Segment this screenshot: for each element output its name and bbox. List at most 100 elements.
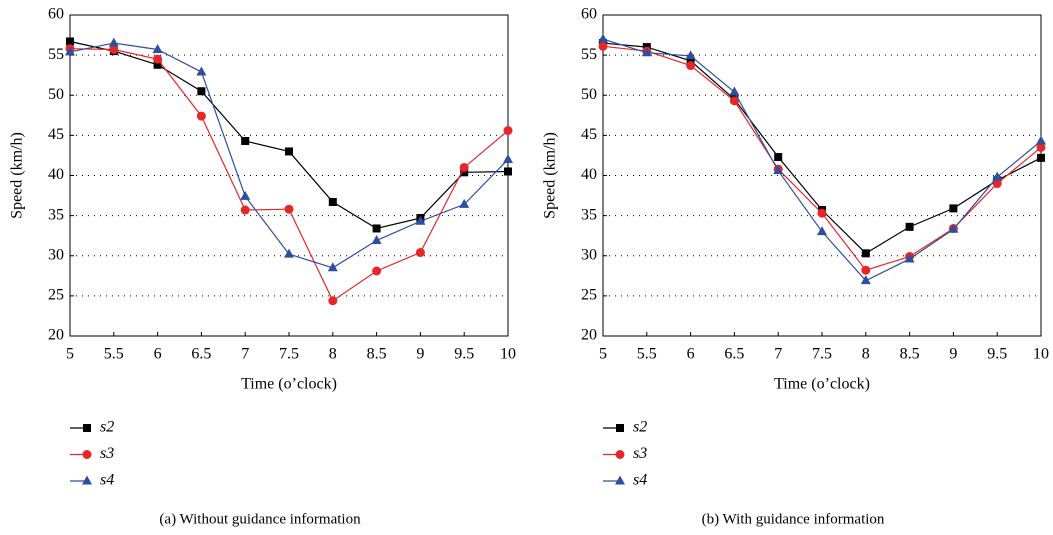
marker bbox=[153, 54, 163, 64]
y-axis-label: Speed (km/h) bbox=[9, 132, 26, 219]
marker bbox=[459, 198, 470, 208]
x-tick-label: 9.5 bbox=[987, 346, 1007, 363]
marker bbox=[108, 37, 119, 47]
legend-marker bbox=[83, 424, 91, 432]
y-tick-label: 25 bbox=[48, 287, 64, 304]
legend-label: s3 bbox=[100, 445, 114, 462]
marker bbox=[773, 165, 784, 175]
x-tick-label: 10 bbox=[500, 346, 516, 363]
y-tick-label: 30 bbox=[581, 246, 597, 263]
x-axis-label: Time (o’clock) bbox=[774, 376, 870, 393]
legend-label: s3 bbox=[633, 445, 647, 462]
marker bbox=[641, 47, 652, 57]
series-line bbox=[602, 45, 1042, 271]
legend-marker bbox=[616, 424, 624, 432]
x-tick-label: 10 bbox=[1033, 346, 1049, 363]
marker bbox=[1037, 153, 1045, 162]
x-tick-label: 5 bbox=[599, 346, 607, 363]
y-tick-label: 30 bbox=[48, 246, 64, 263]
legend-marker bbox=[615, 475, 625, 485]
marker bbox=[285, 147, 293, 156]
y-tick-label: 40 bbox=[48, 166, 64, 183]
x-tick-label: 8 bbox=[862, 346, 870, 363]
series-line bbox=[69, 48, 509, 302]
marker bbox=[415, 248, 425, 258]
marker bbox=[992, 171, 1003, 181]
plot-frame bbox=[69, 14, 509, 337]
marker bbox=[817, 208, 827, 218]
marker bbox=[328, 296, 338, 306]
y-tick-label: 45 bbox=[581, 126, 597, 143]
caption: (b) With guidance information bbox=[702, 511, 885, 527]
legend-marker bbox=[82, 450, 92, 459]
legend-marker bbox=[82, 475, 92, 485]
legend-label: s2 bbox=[633, 419, 647, 436]
x-tick-label: 8 bbox=[329, 346, 337, 363]
marker bbox=[598, 41, 608, 51]
x-tick-label: 8.5 bbox=[900, 346, 920, 363]
y-tick-label: 50 bbox=[48, 86, 64, 103]
x-tick-label: 9.5 bbox=[454, 346, 474, 363]
marker bbox=[905, 222, 914, 231]
marker bbox=[685, 50, 696, 60]
marker bbox=[153, 60, 162, 69]
legend-marker bbox=[615, 450, 625, 459]
marker bbox=[327, 262, 338, 272]
x-axis-label: Time (o’clock) bbox=[241, 376, 337, 393]
marker bbox=[729, 96, 739, 106]
marker bbox=[860, 275, 871, 285]
marker bbox=[817, 226, 827, 236]
marker bbox=[729, 86, 740, 96]
marker bbox=[503, 153, 513, 163]
marker bbox=[328, 197, 337, 206]
y-tick-label: 60 bbox=[581, 6, 597, 23]
y-tick-label: 50 bbox=[581, 86, 597, 103]
x-tick-label: 6 bbox=[687, 346, 695, 363]
series-line bbox=[69, 42, 509, 269]
x-tick-label: 7.5 bbox=[812, 346, 832, 363]
marker bbox=[372, 266, 382, 276]
marker bbox=[240, 190, 251, 200]
marker bbox=[948, 223, 959, 233]
marker bbox=[372, 224, 381, 233]
marker bbox=[284, 248, 294, 258]
marker bbox=[949, 204, 958, 213]
y-tick-label: 55 bbox=[48, 46, 64, 63]
marker bbox=[1036, 142, 1046, 152]
marker bbox=[66, 37, 74, 46]
marker bbox=[1036, 135, 1046, 145]
marker bbox=[284, 204, 294, 214]
marker bbox=[196, 111, 206, 121]
marker bbox=[197, 87, 206, 96]
marker bbox=[241, 136, 250, 145]
marker bbox=[152, 44, 163, 54]
y-tick-label: 40 bbox=[581, 166, 597, 183]
x-tick-label: 7 bbox=[241, 346, 249, 363]
caption: (a) Without guidance information bbox=[159, 511, 361, 527]
plot-frame bbox=[602, 14, 1042, 337]
legend-label: s2 bbox=[100, 419, 114, 436]
x-tick-label: 5.5 bbox=[637, 346, 657, 363]
marker bbox=[504, 167, 512, 176]
y-tick-label: 25 bbox=[581, 287, 597, 304]
x-tick-label: 6.5 bbox=[191, 346, 211, 363]
marker bbox=[460, 168, 469, 177]
marker bbox=[459, 162, 469, 172]
x-tick-label: 5 bbox=[66, 346, 74, 363]
x-tick-label: 7 bbox=[774, 346, 782, 363]
marker bbox=[196, 66, 207, 76]
y-tick-label: 55 bbox=[581, 46, 597, 63]
x-tick-label: 8.5 bbox=[367, 346, 387, 363]
legend-label: s4 bbox=[100, 472, 114, 489]
marker bbox=[109, 45, 119, 55]
marker bbox=[240, 205, 250, 215]
series-line bbox=[602, 38, 1042, 282]
x-tick-label: 5.5 bbox=[104, 346, 124, 363]
y-tick-label: 60 bbox=[48, 6, 64, 23]
y-tick-label: 20 bbox=[48, 327, 64, 344]
marker bbox=[861, 249, 870, 258]
x-tick-label: 7.5 bbox=[279, 346, 299, 363]
marker bbox=[686, 56, 695, 65]
marker bbox=[992, 179, 1002, 189]
y-tick-label: 35 bbox=[581, 206, 597, 223]
